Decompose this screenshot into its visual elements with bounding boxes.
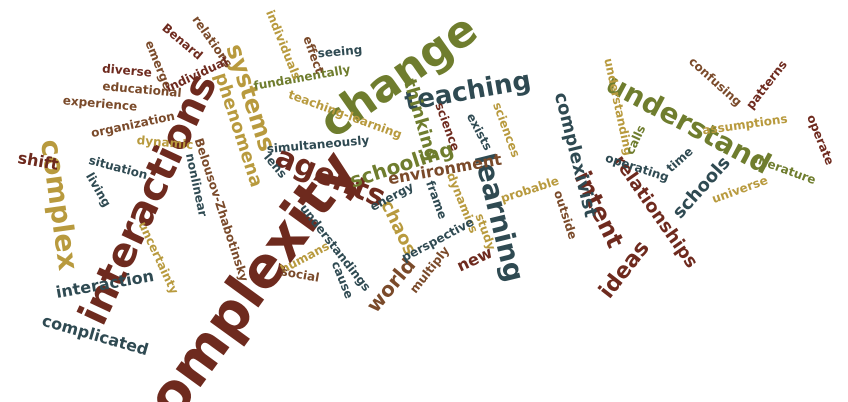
word-frame: frame bbox=[423, 179, 450, 221]
word-diverse: diverse bbox=[102, 61, 153, 79]
word-operate: operate bbox=[804, 113, 837, 167]
word-seeing: seeing bbox=[317, 43, 363, 61]
word-probable: probable bbox=[499, 174, 561, 206]
word-dynamic: dynamic bbox=[136, 133, 194, 152]
word-time: time bbox=[664, 144, 696, 175]
word-educational: educational bbox=[102, 79, 182, 100]
word-experience: experience bbox=[62, 93, 138, 113]
word-individuals: individuals bbox=[263, 8, 304, 82]
word-patterns: patterns bbox=[743, 58, 790, 112]
word-confusing: confusing bbox=[686, 54, 744, 109]
word-exists: exists bbox=[464, 111, 495, 153]
word-social: social bbox=[280, 264, 321, 285]
word-assumptions: assumptions bbox=[701, 112, 788, 138]
word-living: living bbox=[83, 170, 114, 209]
